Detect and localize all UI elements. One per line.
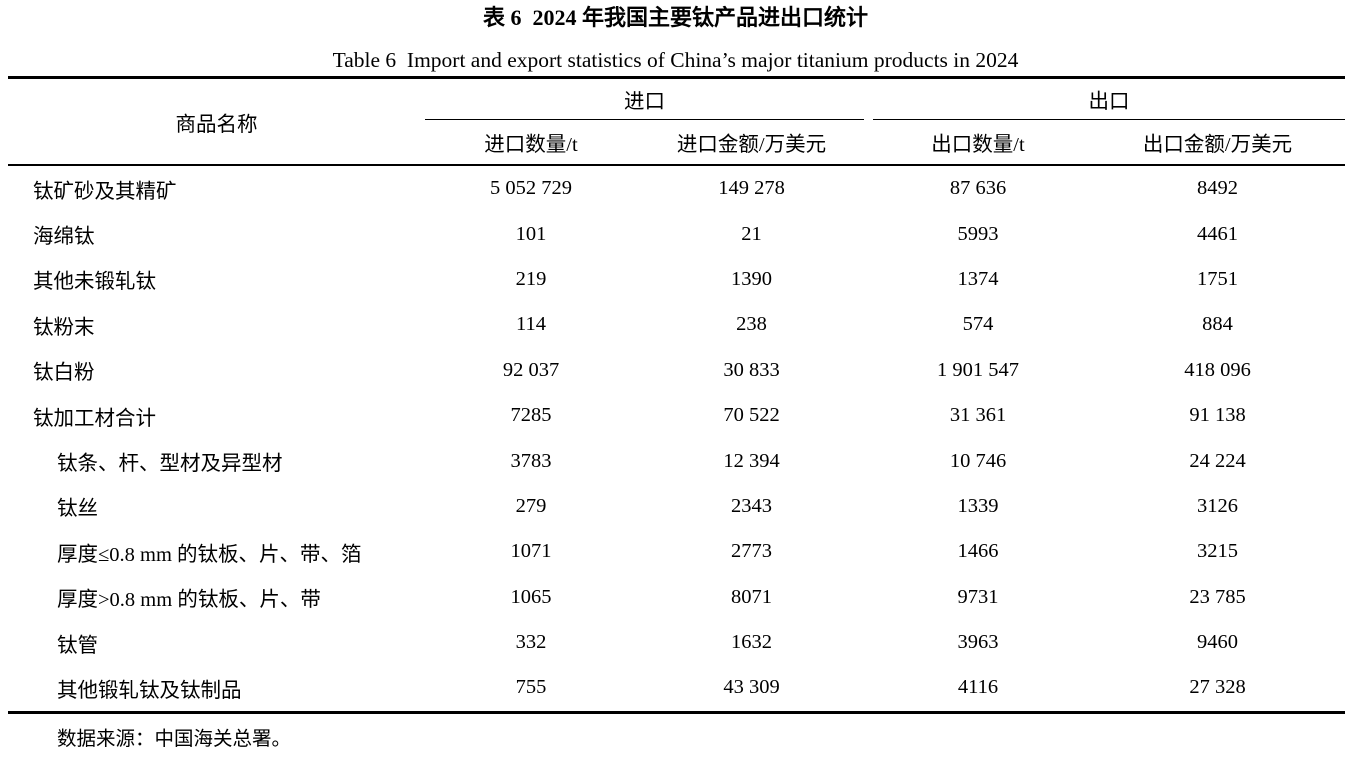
table-row: 钛管 332 1632 3963 9460	[8, 620, 1345, 665]
export-value-cell: 91 138	[1189, 404, 1246, 427]
export-value-cell: 9460	[1197, 631, 1238, 654]
import-qty-cell: 332	[515, 631, 547, 654]
import-qty-cell: 279	[515, 494, 547, 517]
table-row: 其他锻轧钛及钛制品 755 43 309 4116 27 328	[8, 665, 1345, 712]
import-qty-cell: 219	[515, 267, 547, 290]
export-qty-cell: 87 636	[949, 177, 1007, 200]
export-value-cell: 27 328	[1189, 676, 1246, 699]
column-header-export-value: 出口金额/万美元	[1142, 134, 1293, 156]
import-qty-cell: 1065	[510, 585, 552, 608]
column-group-export: 出口	[866, 78, 1345, 120]
column-group-import: 进口	[425, 78, 866, 120]
table-body: 钛矿砂及其精矿 5 052 729 149 278 87 636 8492 海绵钛 101 2…	[8, 165, 1345, 712]
table-row: 海绵钛 101 21 5993 4461	[8, 211, 1345, 256]
column-header-export-qty: 出口数量/t	[931, 134, 1025, 156]
export-value-cell: 3126	[1197, 494, 1238, 517]
export-qty-cell: 1466	[957, 540, 999, 563]
export-value-cell: 4461	[1197, 222, 1238, 245]
export-value-cell: 24 224	[1189, 449, 1246, 472]
column-group-import-label: 进口	[425, 79, 864, 120]
export-qty-cell: 9731	[957, 585, 999, 608]
product-name-cell: 厚度>0.8 mm 的钛板、片、带	[57, 589, 321, 612]
import-value-cell: 2343	[731, 494, 772, 517]
export-qty-cell: 4116	[957, 676, 999, 699]
table-container: 商品名称 进口 出口 进口数量/t 进口金额/万美元 出口数量/t 出口金额/万…	[8, 76, 1345, 714]
import-qty-cell: 92 037	[502, 358, 560, 381]
export-value-cell: 23 785	[1189, 585, 1246, 608]
import-value-cell: 30 833	[723, 358, 780, 381]
product-name-cell: 其他未锻轧钛	[33, 271, 156, 294]
export-value-cell: 418 096	[1184, 358, 1251, 381]
product-name-cell: 厚度≤0.8 mm 的钛板、片、带、箔	[57, 543, 362, 566]
table-header: 商品名称 进口 出口 进口数量/t 进口金额/万美元 出口数量/t 出口金额/万…	[8, 78, 1345, 165]
import-value-cell: 2773	[731, 540, 772, 563]
export-qty-cell: 1 901 547	[937, 358, 1019, 381]
header-group-row: 商品名称 进口 出口	[8, 78, 1345, 136]
table-caption-english: Table 6 Import and export statistics of …	[332, 48, 1019, 72]
header-sub-row: 进口数量/t 进口金额/万美元 出口数量/t 出口金额/万美元	[8, 120, 1345, 165]
column-header-import-value: 进口金额/万美元	[676, 134, 827, 156]
product-name-cell: 钛条、杆、型材及异型材	[57, 453, 283, 476]
import-qty-cell: 5 052 729	[490, 177, 572, 200]
export-value-cell: 8492	[1197, 177, 1238, 200]
product-name-cell: 钛管	[57, 634, 98, 657]
import-qty-cell: 3783	[510, 449, 552, 472]
export-value-cell: 3215	[1197, 540, 1238, 563]
import-qty-cell: 114	[516, 313, 546, 336]
product-name-cell: 钛白粉	[33, 362, 95, 385]
import-value-cell: 1632	[731, 631, 772, 654]
export-qty-cell: 574	[962, 313, 994, 336]
data-source-note: 数据来源：中国海关总署。	[57, 728, 292, 750]
table-row: 钛加工材合计 7285 70 522 31 361 91 138	[8, 393, 1345, 438]
export-value-cell: 1751	[1197, 267, 1238, 290]
table-row: 钛丝 279 2343 1339 3126	[8, 484, 1345, 529]
table-row: 其他未锻轧钛 219 1390 1374 1751	[8, 257, 1345, 302]
import-value-cell: 149 278	[718, 177, 785, 200]
table-caption-chinese: 表 6 2024 年我国主要钛产品进出口统计	[482, 5, 868, 30]
import-qty-cell: 755	[515, 676, 547, 699]
product-name-cell: 钛丝	[57, 498, 98, 521]
product-name-cell: 海绵钛	[33, 226, 95, 249]
product-name-cell: 钛加工材合计	[33, 407, 156, 430]
import-qty-cell: 7285	[510, 404, 552, 427]
product-name-cell: 钛矿砂及其精矿	[33, 180, 177, 203]
export-qty-cell: 1339	[957, 494, 999, 517]
import-value-cell: 238	[736, 313, 767, 336]
import-value-cell: 70 522	[723, 404, 780, 427]
export-qty-cell: 31 361	[949, 404, 1007, 427]
export-qty-cell: 3963	[957, 631, 999, 654]
import-qty-cell: 1071	[510, 540, 552, 563]
table-row: 钛矿砂及其精矿 5 052 729 149 278 87 636 8492	[8, 165, 1345, 211]
product-name-cell: 钛粉末	[33, 316, 95, 339]
import-value-cell: 1390	[731, 267, 772, 290]
import-value-cell: 8071	[731, 585, 772, 608]
import-value-cell: 12 394	[723, 449, 780, 472]
table-row: 钛白粉 92 037 30 833 1 901 547 418 096	[8, 348, 1345, 393]
export-qty-cell: 5993	[957, 222, 999, 245]
import-qty-cell: 101	[515, 222, 547, 245]
import-export-table: 商品名称 进口 出口 进口数量/t 进口金额/万美元 出口数量/t 出口金额/万…	[8, 76, 1345, 714]
import-value-cell: 21	[741, 222, 762, 245]
export-qty-cell: 10 746	[949, 449, 1007, 472]
table-row: 厚度>0.8 mm 的钛板、片、带 1065 8071 9731 23 785	[8, 575, 1345, 620]
table-row: 厚度≤0.8 mm 的钛板、片、带、箔 1071 2773 1466 3215	[8, 529, 1345, 574]
column-header-product: 商品名称	[175, 113, 258, 136]
table-row: 钛条、杆、型材及异型材 3783 12 394 10 746 24 224	[8, 438, 1345, 483]
column-group-export-label: 出口	[873, 79, 1345, 120]
product-name-cell: 其他锻轧钛及钛制品	[57, 679, 242, 702]
export-qty-cell: 1374	[957, 267, 999, 290]
column-header-import-qty: 进口数量/t	[484, 134, 578, 156]
table-row: 钛粉末 114 238 574 884	[8, 302, 1345, 347]
export-value-cell: 884	[1202, 313, 1233, 336]
import-value-cell: 43 309	[723, 676, 780, 699]
